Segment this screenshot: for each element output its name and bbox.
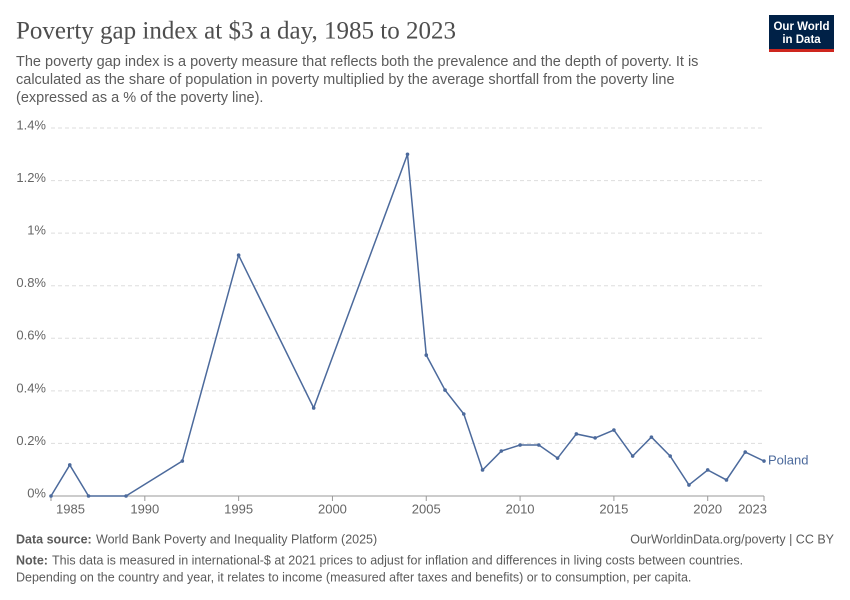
source: World Bank Poverty and Inequality Platfo… [96, 532, 377, 546]
x-tick-label: 2005 [412, 501, 441, 516]
point [311, 406, 316, 410]
series-label: Poland [768, 452, 808, 467]
url: OurWorldinData.org/poverty | CC BY [630, 532, 834, 546]
point [537, 443, 541, 447]
y-tick-label: 0.2% [16, 433, 46, 448]
x-tick-label: 2015 [599, 501, 628, 516]
point [405, 152, 410, 157]
point [480, 468, 485, 472]
point [724, 478, 729, 482]
point [630, 454, 635, 458]
point [461, 412, 466, 416]
y-tick-label: 0.6% [16, 328, 46, 343]
point [687, 483, 691, 487]
x-tick-label: 1995 [224, 501, 253, 516]
y-tick-label: 1.2% [16, 170, 46, 185]
point [705, 468, 710, 472]
x-tick-label: 2010 [506, 501, 535, 516]
note: This data is measured in international-$… [52, 553, 743, 567]
note: Depending on the country and year, it re… [16, 570, 691, 584]
point [49, 494, 53, 498]
x-tick-label: 2020 [693, 501, 722, 516]
point [86, 494, 91, 498]
y-tick-label: 0% [27, 485, 46, 500]
logo [769, 15, 834, 51]
x-tick-label: 2000 [318, 501, 347, 516]
x-tick-label: 1985 [56, 501, 85, 516]
point [574, 432, 579, 436]
point [668, 454, 672, 458]
point [555, 456, 560, 460]
chart-title: Poverty gap index at $3 a day, 1985 to 2… [16, 18, 456, 45]
point [762, 459, 766, 463]
series-line [50, 154, 765, 497]
source-label: Data source: [16, 532, 92, 546]
subtitle: The poverty gap index is a poverty measu… [16, 54, 698, 70]
subtitle: calculated as the share of population in… [16, 72, 675, 88]
point [180, 459, 185, 463]
logo-bar [769, 49, 834, 52]
y-tick-label: 0.8% [16, 275, 46, 290]
logo-text: Our World [773, 21, 829, 33]
point [124, 494, 128, 498]
logo-text: in Data [782, 34, 821, 46]
point [593, 436, 597, 440]
point [518, 443, 522, 447]
point [236, 253, 241, 258]
point [424, 353, 429, 357]
note-label: Note: [16, 553, 48, 567]
x-tick-label: 1990 [130, 501, 159, 516]
point [443, 388, 447, 392]
x-tick-label: 2023 [738, 501, 767, 516]
point [67, 463, 72, 467]
y-tick-label: 1.4% [16, 117, 46, 132]
point [612, 428, 616, 432]
y-tick-label: 0.4% [16, 380, 46, 395]
y-tick-label: 1% [27, 223, 46, 238]
subtitle: (expressed as a % of the poverty line). [16, 90, 263, 106]
point [649, 435, 654, 439]
point [743, 450, 748, 454]
point [499, 449, 504, 453]
